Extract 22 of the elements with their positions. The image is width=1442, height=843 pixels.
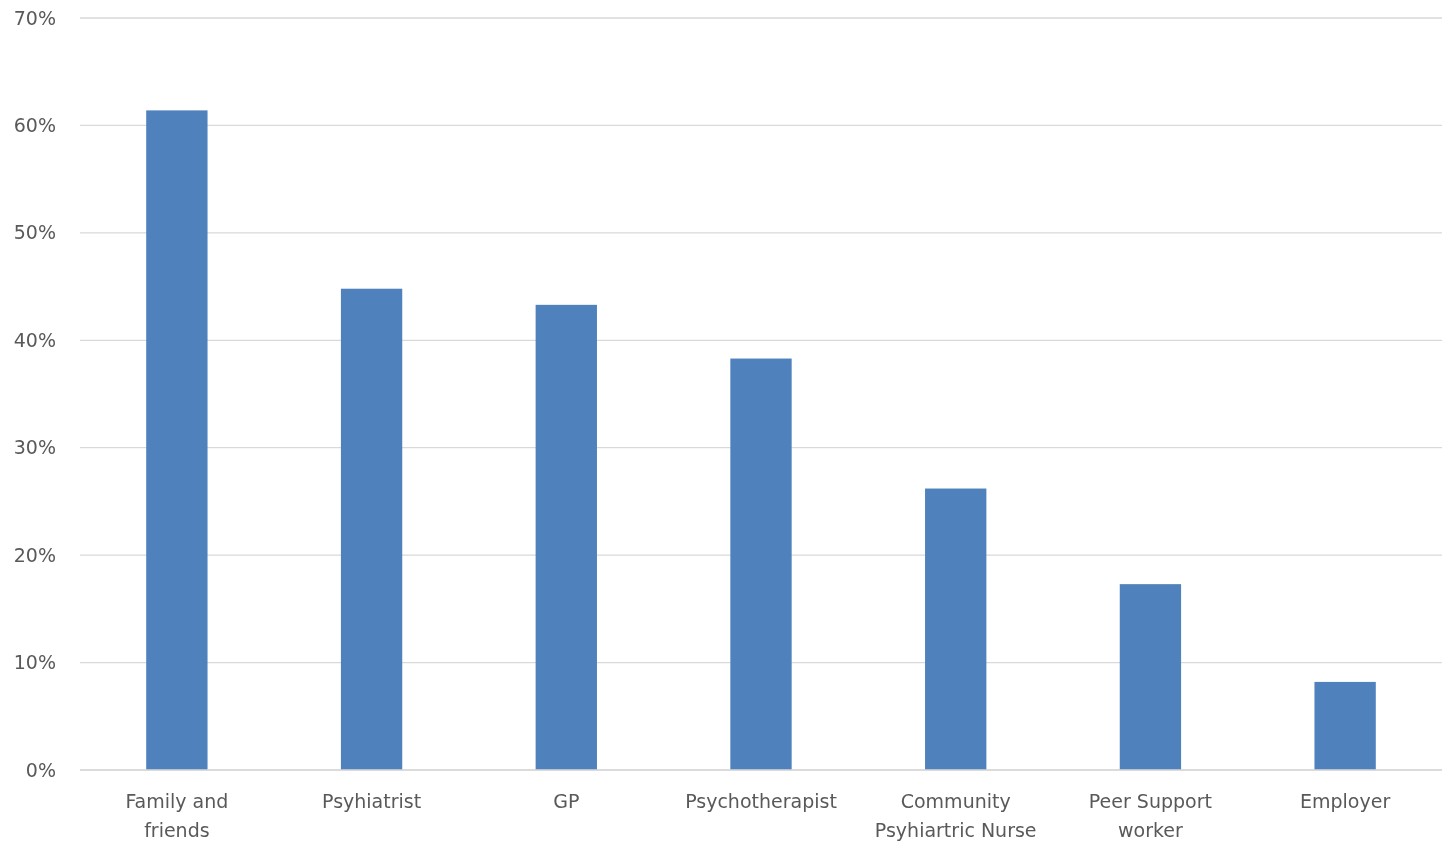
- y-tick-label: 70%: [13, 6, 56, 29]
- y-tick-label: 60%: [13, 114, 56, 137]
- y-tick-label: 10%: [13, 651, 56, 674]
- y-tick-label: 50%: [13, 221, 56, 244]
- bar: [340, 288, 403, 770]
- bar: [146, 110, 208, 770]
- bar: [925, 488, 987, 770]
- x-tick-label: Psychotherapist: [685, 790, 837, 812]
- bar: [730, 358, 792, 770]
- x-tick-label: Employer: [1300, 790, 1391, 812]
- x-tick-label: Psyhiatrist: [322, 790, 422, 812]
- y-tick-label: 20%: [13, 543, 56, 566]
- y-tick-label: 30%: [13, 436, 56, 459]
- x-tick-label: GP: [553, 790, 580, 812]
- x-tick-label: Community Psyhiartric Nurse: [874, 790, 1037, 842]
- x-tick-label: Peer Support worker: [1088, 790, 1212, 842]
- y-tick-label: 0%: [25, 758, 56, 781]
- bar: [1119, 584, 1182, 770]
- x-tick-label: Family and friends: [125, 790, 229, 842]
- bar: [535, 304, 597, 770]
- y-tick-label: 40%: [13, 328, 56, 351]
- bar: [1314, 681, 1376, 770]
